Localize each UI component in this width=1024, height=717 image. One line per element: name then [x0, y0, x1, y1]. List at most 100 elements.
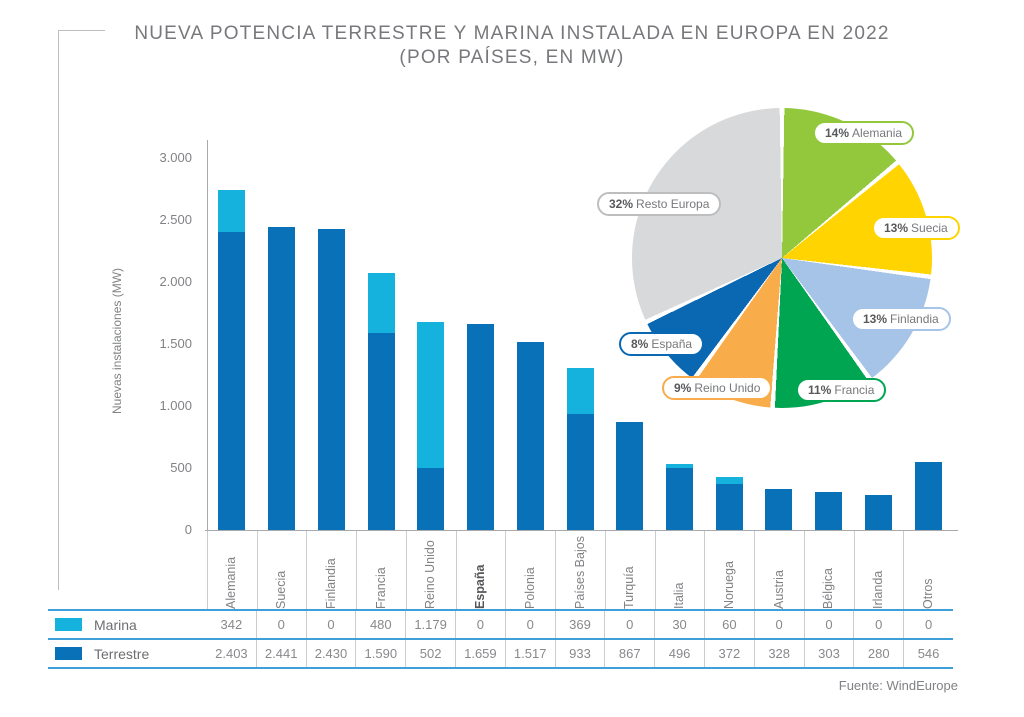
table-cell: 0 — [255, 611, 306, 638]
legend-label: Marina — [94, 616, 137, 633]
donut-label-reino-unido: 9% Reino Unido — [662, 376, 773, 400]
y-axis-tick: 500 — [170, 460, 192, 475]
bar-segment-terrestre — [616, 422, 643, 530]
donut-label-country: Resto Europa — [636, 197, 710, 211]
x-axis-label: Reino Unido — [423, 540, 438, 609]
table-cell: 0 — [305, 611, 356, 638]
y-axis-tick: 1.500 — [159, 336, 192, 351]
bar-segment-terrestre — [915, 462, 942, 530]
x-label-column: Países Bajos — [555, 531, 605, 609]
donut-label-pct: 9% — [674, 381, 692, 395]
bar-segment-terrestre — [268, 227, 295, 530]
donut-chart — [632, 108, 932, 408]
table-cell: 1.517 — [504, 640, 555, 667]
table-cell: 546 — [903, 640, 953, 667]
bar-segment-terrestre — [467, 324, 494, 530]
legend-label: Terrestre — [94, 645, 150, 662]
table-cell: 303 — [803, 640, 854, 667]
table-cell: 496 — [654, 640, 704, 667]
bar-segment-terrestre — [765, 489, 792, 530]
decorative-corner-line-vertical — [58, 30, 59, 590]
decorative-corner-line-horizontal — [58, 30, 105, 31]
donut-label-espana: 8% España — [619, 332, 705, 356]
y-axis-tick: 2.000 — [159, 274, 192, 289]
x-label-column: Alemania — [207, 531, 257, 609]
bar-segment-marina — [417, 322, 444, 468]
donut-label-country: Finlandia — [890, 312, 939, 326]
y-axis-tick: 3.000 — [159, 150, 192, 165]
x-axis-labels: Alemania Suecia Finlandia Francia Reino Unid… — [207, 531, 953, 609]
table-row: Terrestre 2.403 2.441 2.430 1.590 502 1.659 1.5… — [48, 638, 953, 667]
table-cell: 2.403 — [215, 646, 248, 661]
x-label-column: Otros — [903, 531, 953, 609]
x-axis-label: Francia — [373, 567, 388, 609]
bar-chart — [207, 158, 953, 530]
x-label-column: Francia — [356, 531, 406, 609]
bar-segment-terrestre — [318, 229, 345, 530]
donut-label-pct: 32% — [609, 197, 634, 211]
bar-segment-terrestre — [517, 342, 544, 530]
x-label-column: Reino Unido — [405, 531, 456, 609]
legend-swatch-terrestre — [55, 647, 82, 660]
table-cell: 867 — [604, 640, 654, 667]
x-label-column: Polonia — [505, 531, 555, 609]
source-note: Fuente: WindEurope — [838, 678, 958, 693]
table-cell: 369 — [554, 611, 605, 638]
table-cell: 342 — [220, 617, 243, 632]
bar-segment-marina — [716, 477, 743, 484]
x-axis-label: Alemania — [224, 556, 239, 609]
donut-label-country: España — [651, 337, 693, 351]
donut-label-finlandia: 13% Finlandia — [851, 307, 951, 331]
x-label-column: Irlanda — [853, 531, 904, 609]
page-title-line1: NUEVA POTENCIA TERRESTRE Y MARINA INSTAL… — [134, 23, 890, 44]
bar-segment-terrestre — [666, 468, 693, 530]
data-table: Marina 342 0 0 480 1.179 0 0 369 0 30 60 0 0 0 0 Terrest… — [48, 609, 953, 669]
x-label-column: España — [455, 531, 506, 609]
donut-label-francia: 11% Francia — [796, 378, 887, 402]
table-cell: 0 — [504, 611, 555, 638]
bar-segment-terrestre — [567, 414, 594, 530]
donut-label-country: Alemania — [852, 126, 903, 140]
x-axis-label: Italia — [672, 582, 687, 609]
donut-label-country: Francia — [834, 383, 875, 397]
x-axis-label: Suecia — [274, 570, 289, 609]
donut-label-resto-europa: 32% Resto Europa — [597, 192, 722, 216]
y-axis-tick: 2.500 — [159, 212, 192, 227]
legend-cell: Terrestre — [48, 640, 207, 667]
x-axis-label: Noruega — [721, 561, 736, 609]
table-cell: 0 — [604, 611, 654, 638]
donut-label-pct: 14% — [825, 126, 850, 140]
bar-segment-marina — [218, 190, 245, 232]
x-axis-label: Países Bajos — [572, 536, 587, 609]
x-axis-label: Bélgica — [821, 568, 836, 609]
x-axis-line — [205, 530, 958, 531]
y-axis-tick: 1.000 — [159, 398, 192, 413]
x-axis-label: Turquía — [622, 566, 637, 609]
table-cell: 2.441 — [255, 640, 306, 667]
x-axis-label: Polonia — [522, 567, 537, 609]
x-axis-label: Otros — [920, 578, 935, 609]
x-label-column: Suecia — [256, 531, 307, 609]
x-label-column: Noruega — [704, 531, 754, 609]
x-label-column: Austria — [754, 531, 804, 609]
x-axis-label: España — [473, 564, 488, 609]
bar-segment-terrestre — [865, 495, 892, 530]
bar-segment-marina — [368, 273, 395, 333]
donut-label-pct: 13% — [863, 312, 888, 326]
donut-label-pct: 11% — [808, 383, 832, 397]
table-row: Marina 342 0 0 480 1.179 0 0 369 0 30 60 0 0 0 0 — [48, 611, 953, 638]
x-axis-label: Austria — [771, 570, 786, 609]
y-axis-line — [207, 140, 208, 530]
x-label-column: Finlandia — [306, 531, 356, 609]
x-label-column: Italia — [654, 531, 705, 609]
bar-segment-terrestre — [716, 484, 743, 530]
bar-segment-terrestre — [368, 333, 395, 530]
table-cell: 2.430 — [305, 640, 356, 667]
table-cell: 328 — [753, 640, 804, 667]
y-axis-title: Nuevas instalaciones (MW) — [110, 267, 124, 415]
table-cell: 480 — [355, 611, 405, 638]
page-title-line2: (POR PAÍSES, EN MW) — [399, 47, 625, 68]
table-cell: 933 — [554, 640, 605, 667]
y-axis-tick: 0 — [184, 522, 192, 537]
bar-segment-terrestre — [417, 468, 444, 530]
